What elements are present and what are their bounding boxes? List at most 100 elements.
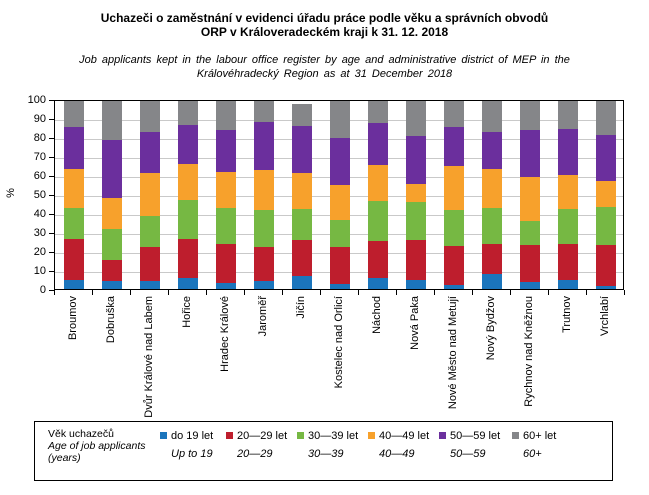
x-label-Nové Město nad Metují: Nové Město nad Metují: [447, 296, 459, 410]
y-tick-80: [49, 138, 54, 139]
legend-label-en: Up to 19: [171, 448, 213, 460]
bar-segment-30—39 let: [406, 201, 426, 240]
bar-segment-50—59 let: [102, 139, 122, 199]
y-tick-label-30: 30: [33, 227, 46, 239]
legend-item-do 19 let: do 19 let Up to 19: [160, 430, 213, 460]
x-label-Hradec Králové: Hradec Králové: [219, 296, 231, 372]
legend-item-row-cs: 20—29 let: [226, 430, 287, 442]
legend-label-cs: do 19 let: [171, 430, 214, 442]
legend-item-30—39 let: 30—39 let 30—39: [297, 430, 358, 460]
x-tick-7: [320, 290, 321, 295]
bar-segment-20—29 let: [520, 245, 540, 283]
legend-item-20—29 let: 20—29 let 20—29: [226, 430, 287, 460]
bar-segment-30—39 let: [64, 208, 84, 239]
bar-segment-20—29 let: [406, 239, 426, 281]
bar-segment-60+ let: [140, 101, 160, 132]
bar-segment-50—59 let: [140, 131, 160, 173]
bar-segment-30—39 let: [254, 209, 274, 248]
bar-segment-30—39 let: [178, 199, 198, 240]
bar-segment-40—49 let: [64, 168, 84, 209]
bar-segment-20—29 let: [216, 243, 236, 284]
legend-item-60+ let: 60+ let 60+: [512, 430, 556, 460]
x-label-Kostelec nad Orlicí: Kostelec nad Orlicí: [333, 296, 345, 389]
bar-segment-do 19 let: [444, 284, 464, 289]
bar-Hradec Králové: [216, 101, 236, 289]
x-label-Vrchlabí: Vrchlabí: [599, 296, 611, 336]
bar-segment-60+ let: [482, 101, 502, 133]
bar-segment-50—59 let: [520, 129, 540, 177]
legend-label-en: 50—59: [450, 448, 486, 460]
plot-area: [54, 100, 624, 290]
legend-label-cs: 50—59 let: [450, 430, 501, 442]
legend-label-cs: 60+ let: [523, 430, 557, 442]
y-tick-30: [49, 233, 54, 234]
bar-segment-40—49 let: [482, 169, 502, 209]
bar-Náchod: [368, 101, 388, 289]
legend-label-en: 40—49: [379, 448, 415, 460]
bar-segment-20—29 let: [482, 243, 502, 274]
bar-segment-40—49 let: [216, 172, 236, 209]
x-label-Náchod: Náchod: [371, 296, 383, 334]
legend-item-row-cs: do 19 let: [160, 430, 213, 442]
legend-label-en: 30—39: [308, 448, 344, 460]
bar-segment-20—29 let: [254, 247, 274, 281]
chart-title: Uchazeči o zaměstnání v evidenci úřadu p…: [0, 11, 649, 39]
y-tick-label-10: 10: [33, 265, 46, 277]
bar-segment-40—49 let: [596, 180, 616, 208]
legend-item-row-cs: 60+ let: [512, 430, 556, 442]
x-tick-13: [548, 290, 549, 295]
bar-segment-do 19 let: [406, 280, 426, 289]
bar-segment-60+ let: [406, 101, 426, 137]
bar-Broumov: [64, 101, 84, 289]
x-tick-12: [510, 290, 511, 295]
x-tick-14: [586, 290, 587, 295]
bar-segment-60+ let: [596, 101, 616, 135]
chart-subtitle-line1: Job applicants kept in the labour office…: [79, 54, 570, 66]
legend-item-50—59 let: 50—59 let 50—59: [439, 430, 500, 460]
bar-Hořice: [178, 101, 198, 289]
y-tick-label-100: 100: [27, 94, 46, 106]
legend-swatch-20—29 let: [226, 432, 233, 439]
y-tick-label-20: 20: [33, 246, 46, 258]
bar-segment-60+ let: [444, 101, 464, 127]
bar-segment-50—59 let: [444, 126, 464, 167]
bar-segment-50—59 let: [330, 137, 350, 186]
bar-segment-20—29 let: [140, 247, 160, 281]
y-tick-label-40: 40: [33, 208, 46, 220]
bar-segment-30—39 let: [330, 219, 350, 248]
bar-Nová Paka: [406, 101, 426, 289]
bar-Jičín: [292, 101, 312, 289]
x-tick-9: [396, 290, 397, 295]
bar-segment-50—59 let: [406, 136, 426, 184]
bar-segment-50—59 let: [64, 127, 84, 169]
bar-segment-do 19 let: [482, 273, 502, 289]
bar-segment-30—39 let: [292, 208, 312, 241]
bar-segment-40—49 let: [368, 164, 388, 202]
x-label-Jaroměř: Jaroměř: [257, 296, 269, 337]
bar-segment-60+ let: [102, 101, 122, 140]
y-tick-90: [49, 119, 54, 120]
bar-segment-40—49 let: [444, 166, 464, 210]
bar-segment-do 19 let: [330, 284, 350, 289]
bar-Trutnov: [558, 101, 578, 289]
bar-segment-40—49 let: [254, 170, 274, 210]
x-label-Dvůr Králové nad Labem: Dvůr Králové nad Labem: [143, 296, 155, 418]
bar-segment-30—39 let: [482, 208, 502, 244]
bar-Vrchlabí: [596, 101, 616, 289]
x-tick-5: [244, 290, 245, 295]
chart-title-line1: Uchazeči o zaměstnání v evidenci úřadu p…: [100, 11, 549, 25]
x-label-Broumov: Broumov: [67, 296, 79, 341]
bar-segment-do 19 let: [140, 280, 160, 289]
bar-segment-30—39 let: [558, 208, 578, 244]
legend-item-row-cs: 40—49 let: [368, 430, 429, 442]
chart-title-line2: ORP v Královeradeckém kraji k 31. 12. 20…: [200, 25, 449, 39]
x-tick-2: [130, 290, 131, 295]
y-tick-label-90: 90: [33, 113, 46, 125]
bar-segment-50—59 let: [558, 128, 578, 175]
legend-item-40—49 let: 40—49 let 40—49: [368, 430, 429, 460]
bar-segment-40—49 let: [558, 174, 578, 209]
bar-Nové Město nad Metují: [444, 101, 464, 289]
legend-box: Věk uchazečů Age of job applicants (year…: [34, 421, 613, 481]
bar-Jaroměř: [254, 101, 274, 289]
